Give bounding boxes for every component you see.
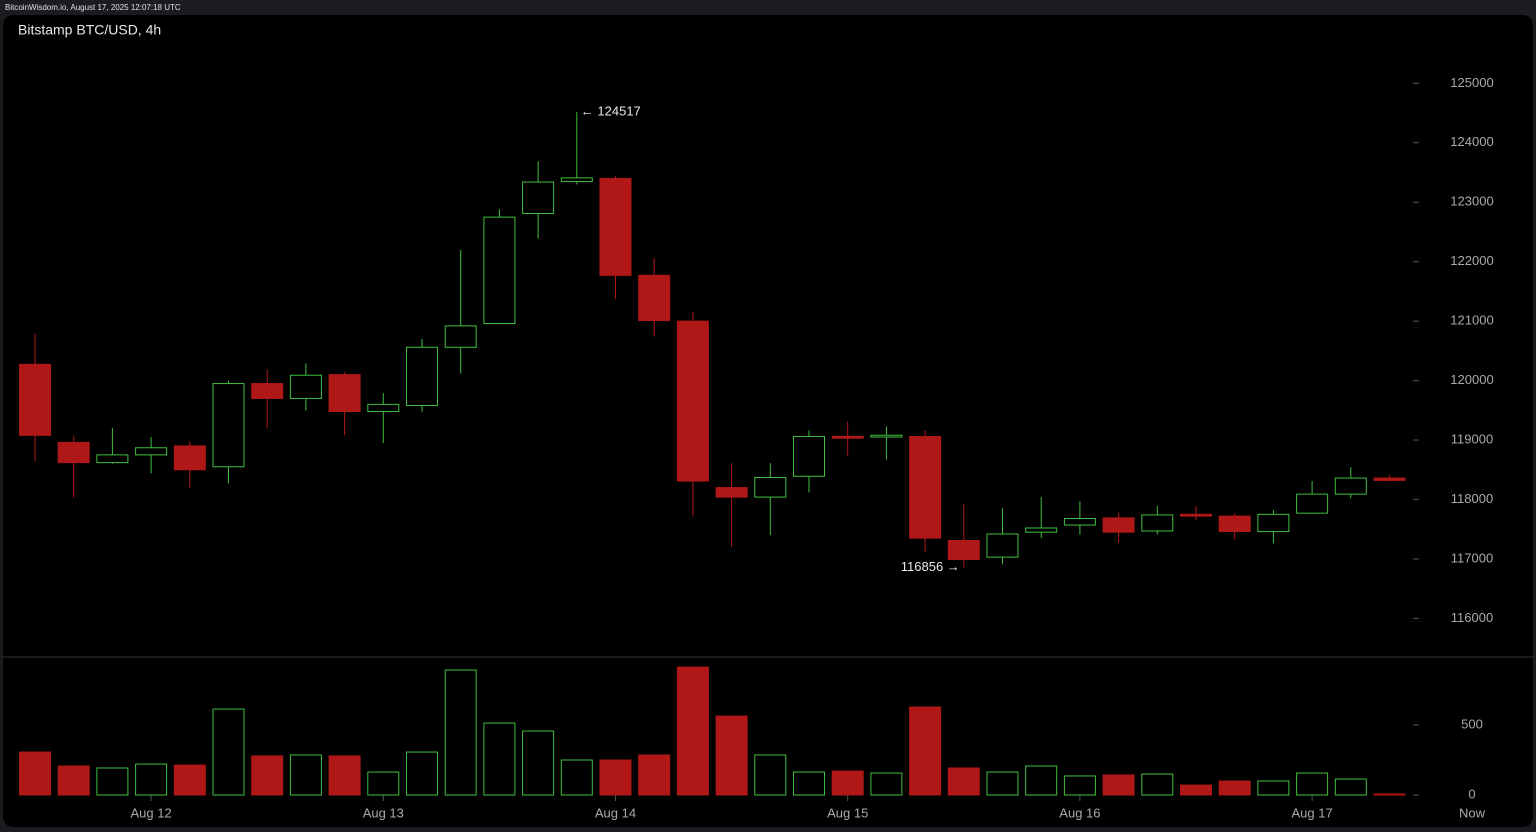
candle-body xyxy=(1334,477,1367,495)
volume-bar xyxy=(1334,778,1367,796)
candle-body xyxy=(367,403,400,412)
candle-body xyxy=(560,177,593,182)
volume-bar xyxy=(135,763,168,796)
candle-body xyxy=(638,274,671,322)
candle-body xyxy=(289,374,322,399)
volume-bar xyxy=(522,730,555,796)
x-tick-label: Aug 17 xyxy=(1291,805,1332,820)
volume-bar xyxy=(173,764,206,796)
volume-bar xyxy=(96,767,129,796)
volume-bar xyxy=(289,754,322,796)
y-tick-label: 116000 xyxy=(1451,610,1493,625)
volume-bar xyxy=(1063,775,1096,796)
chart-area xyxy=(3,15,1533,827)
volume-bar xyxy=(1218,780,1251,796)
volume-bar xyxy=(57,765,90,796)
candle-body xyxy=(406,346,438,407)
candle-body xyxy=(1141,514,1174,532)
volume-bar xyxy=(1257,780,1290,796)
volume-bar xyxy=(638,754,671,796)
candle-body xyxy=(1025,527,1058,533)
candle-body xyxy=(1102,517,1135,533)
volume-bar xyxy=(715,715,748,796)
volume-bar xyxy=(754,754,787,796)
candle-body xyxy=(947,539,980,561)
candle-body xyxy=(483,216,516,325)
y-tick-label: 124000 xyxy=(1450,134,1493,149)
y-tick-label: 122000 xyxy=(1450,253,1493,268)
header-text: BitcoinWisdom.io, August 17, 2025 12:07:… xyxy=(5,3,181,12)
volume-bar xyxy=(406,751,438,796)
candle-body xyxy=(754,476,787,498)
volume-bar xyxy=(251,755,284,796)
candle-body xyxy=(251,383,284,399)
y-tick-label: 125000 xyxy=(1450,75,1493,90)
volume-bar xyxy=(212,708,245,796)
x-tick-label: Aug 15 xyxy=(827,805,868,820)
candle-body xyxy=(135,447,168,456)
volume-bar xyxy=(483,722,516,796)
candle-body xyxy=(96,454,129,464)
candle-body xyxy=(599,177,632,276)
volume-bar xyxy=(831,770,864,796)
x-tick-label: Aug 14 xyxy=(595,805,636,820)
candle-body xyxy=(1296,493,1329,514)
x-tick-label: Aug 13 xyxy=(363,805,404,820)
y-tick-label: 123000 xyxy=(1450,194,1493,209)
volume-bar xyxy=(19,751,51,796)
y-tick-label: 121000 xyxy=(1450,313,1493,328)
volume-bar xyxy=(1296,772,1329,796)
chart-title: Bitstamp BTC/USD, 4h xyxy=(18,22,161,38)
candle-body xyxy=(212,383,245,468)
volume-bar xyxy=(1025,765,1058,796)
volume-bar xyxy=(444,669,477,796)
candle-body xyxy=(909,435,942,539)
volume-bar xyxy=(560,759,593,796)
candle-body xyxy=(1373,477,1406,481)
candle-body xyxy=(444,325,477,348)
now-label: Now xyxy=(1459,805,1486,820)
x-tick-label: Aug 16 xyxy=(1059,805,1100,820)
candle-body xyxy=(831,435,864,439)
max-annotation: ← 124517 xyxy=(581,104,641,119)
volume-bar xyxy=(328,755,361,796)
candle-body xyxy=(1063,517,1096,526)
candle-body xyxy=(870,434,903,438)
volume-bar xyxy=(909,706,942,796)
candle-body xyxy=(676,320,709,482)
candle-body xyxy=(1180,513,1212,517)
candle-body xyxy=(522,181,555,215)
y-tick-label: 500 xyxy=(1461,716,1483,731)
y-tick-label: 119000 xyxy=(1451,431,1493,446)
candle-body xyxy=(715,487,748,498)
volume-bar xyxy=(367,771,400,796)
y-tick-label: 120000 xyxy=(1450,372,1493,387)
x-tick-label: Aug 12 xyxy=(130,805,171,820)
volume-bar xyxy=(947,767,980,796)
volume-bar xyxy=(599,759,632,796)
y-tick-label: 0 xyxy=(1468,786,1475,801)
candle-body xyxy=(57,441,90,464)
volume-bar xyxy=(1373,793,1406,796)
y-tick-label: 117000 xyxy=(1451,550,1493,565)
y-tick-label: 118000 xyxy=(1451,491,1493,506)
candle-body xyxy=(328,374,361,412)
volume-bar xyxy=(1141,773,1174,796)
volume-bar xyxy=(1180,784,1212,796)
candle-body xyxy=(1257,513,1290,533)
volume-bar xyxy=(676,666,709,796)
candle-body xyxy=(173,445,206,471)
volume-bar xyxy=(793,771,825,796)
volume-bar xyxy=(986,771,1019,796)
candle-body xyxy=(986,533,1019,558)
volume-bar xyxy=(870,772,903,796)
min-annotation: 116856 → xyxy=(901,559,960,574)
candle-body xyxy=(19,363,51,436)
volume-bar xyxy=(1102,774,1135,796)
candle-body xyxy=(1218,515,1251,533)
candle-body xyxy=(793,435,825,477)
